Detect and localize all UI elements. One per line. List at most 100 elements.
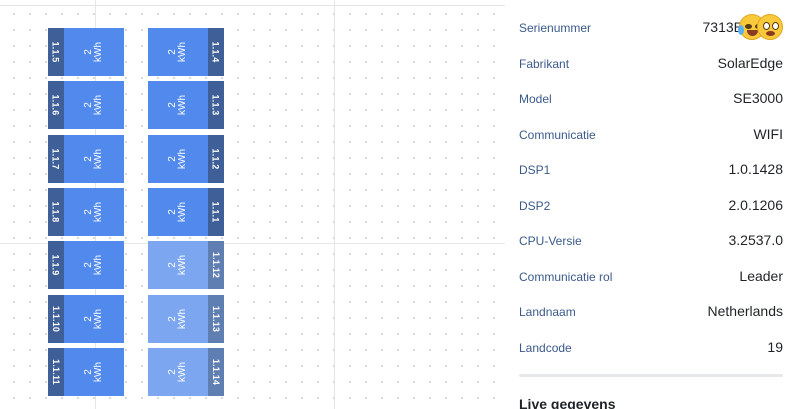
panel-power-label: 2 kWh <box>167 42 188 62</box>
solar-panel-module[interactable]: 2 kWh 1.1.4 <box>148 28 224 76</box>
property-value-wrap: SE3000 <box>733 90 783 108</box>
panel-body: 2 kWh <box>148 241 208 289</box>
panel-id-tag: 1.1.5 <box>48 28 64 76</box>
solar-panel-module[interactable]: 1.1.6 2 kWh <box>48 81 124 129</box>
solar-panel-module[interactable]: 1.1.8 2 kWh <box>48 188 124 236</box>
solar-panel-module[interactable]: 2 kWh 1.1.12 <box>148 241 224 289</box>
panel-power-label: 2 kWh <box>83 309 104 329</box>
panel-body: 2 kWh <box>148 295 208 343</box>
section-divider <box>519 374 783 377</box>
property-value-wrap: 7313B <box>703 14 783 42</box>
solar-panel-module[interactable]: 2 kWh 1.1.14 <box>148 348 224 396</box>
panel-id-label: 1.1.6 <box>51 94 61 116</box>
grid-line <box>334 0 335 409</box>
property-value: SE3000 <box>733 90 783 106</box>
property-row: Communicatie WIFI <box>519 117 783 153</box>
panel-body: 2 kWh <box>148 81 208 129</box>
property-value-wrap: 3.2537.0 <box>729 232 784 250</box>
panel-power-label: 2 kWh <box>83 95 104 115</box>
property-label: Landnaam <box>519 305 576 319</box>
property-row: Fabrikant SolarEdge <box>519 46 783 82</box>
property-value-wrap: 19 <box>767 339 783 357</box>
solar-panel-module[interactable]: 2 kWh 1.1.3 <box>148 81 224 129</box>
property-label: Serienummer <box>519 21 592 35</box>
solar-panel-module[interactable]: 1.1.10 2 kWh <box>48 295 124 343</box>
panel-id-label: 1.1.3 <box>211 94 221 116</box>
panel-power-label: 2 kWh <box>83 255 104 275</box>
panel-id-label: 1.1.11 <box>51 359 62 385</box>
property-row: Communicatie rol Leader <box>519 259 783 295</box>
panel-id-label: 1.1.1 <box>211 201 221 223</box>
panel-id-tag: 1.1.14 <box>208 348 224 396</box>
solar-panel-module[interactable]: 2 kWh 1.1.2 <box>148 135 224 183</box>
panel-power-label: 2 kWh <box>167 149 188 169</box>
panel-power-label: 2 kWh <box>167 362 188 382</box>
property-value: WIFI <box>753 126 783 142</box>
property-value-wrap: 2.0.1206 <box>729 197 784 215</box>
panel-id-tag: 1.1.7 <box>48 135 64 183</box>
panel-id-label: 1.1.12 <box>211 251 222 279</box>
solar-panel-module[interactable]: 1.1.11 2 kWh <box>48 348 124 396</box>
property-label: Communicatie <box>519 128 596 142</box>
solar-panel-module[interactable]: 1.1.5 2 kWh <box>48 28 124 76</box>
panel-id-label: 1.1.2 <box>211 148 221 170</box>
property-value: 19 <box>767 339 783 355</box>
panel-id-tag: 1.1.6 <box>48 81 64 129</box>
panel-power-label: 2 kWh <box>83 42 104 62</box>
panel-id-label: 1.1.4 <box>211 41 221 63</box>
panel-id-label: 1.1.5 <box>51 41 61 63</box>
solar-panel-module[interactable]: 1.1.9 2 kWh <box>48 241 124 289</box>
property-value: 2.0.1206 <box>728 197 784 213</box>
property-label: DSP1 <box>519 163 551 177</box>
property-row: Landcode 19 <box>519 330 783 366</box>
solar-panel-module[interactable]: 2 kWh 1.1.1 <box>148 188 224 236</box>
panel-id-tag: 1.1.1 <box>208 188 224 236</box>
solar-panel-module[interactable]: 2 kWh 1.1.13 <box>148 295 224 343</box>
property-value: 1.0.1428 <box>728 161 784 177</box>
panel-power-label: 2 kWh <box>167 255 188 275</box>
panel-id-tag: 1.1.4 <box>208 28 224 76</box>
panel-layout-canvas[interactable]: 1.1.5 2 kWh 1.1.6 2 kWh 1.1.7 2 kWh 1.1.8 2 kWh… <box>0 0 505 409</box>
panel-id-tag: 1.1.10 <box>48 295 64 343</box>
panel-body: 2 kWh <box>64 241 124 289</box>
panel-body: 2 kWh <box>64 188 124 236</box>
inverter-properties-panel: Serienummer 7313B Fabrikant SolarEdge Model S… <box>505 0 800 409</box>
panel-body: 2 kWh <box>64 348 124 396</box>
solar-panel-module[interactable]: 1.1.7 2 kWh <box>48 135 124 183</box>
grid-line <box>0 243 505 244</box>
property-row: Landnaam Netherlands <box>519 294 783 330</box>
panel-id-tag: 1.1.2 <box>208 135 224 183</box>
panel-id-tag: 1.1.12 <box>208 241 224 289</box>
panel-id-label: 1.1.8 <box>51 201 61 223</box>
grinning-face-emoji-icon <box>757 14 783 40</box>
panel-id-tag: 1.1.9 <box>48 241 64 289</box>
property-value: 3.2537.0 <box>728 232 784 248</box>
panel-body: 2 kWh <box>64 295 124 343</box>
property-value: Netherlands <box>707 303 784 319</box>
panel-body: 2 kWh <box>148 348 208 396</box>
property-label: CPU-Versie <box>519 234 582 248</box>
panel-power-label: 2 kWh <box>167 95 188 115</box>
property-row: DSP1 1.0.1428 <box>519 152 783 188</box>
panel-id-tag: 1.1.11 <box>48 348 64 396</box>
grid-line <box>0 5 505 6</box>
property-value-wrap: 1.0.1428 <box>729 161 784 179</box>
panel-id-tag: 1.1.3 <box>208 81 224 129</box>
panel-body: 2 kWh <box>64 135 124 183</box>
panel-body: 2 kWh <box>64 28 124 76</box>
property-row: CPU-Versie 3.2537.0 <box>519 223 783 259</box>
property-value-wrap: SolarEdge <box>718 55 783 73</box>
panel-power-label: 2 kWh <box>83 149 104 169</box>
property-value-wrap: WIFI <box>753 126 783 144</box>
panel-id-label: 1.1.14 <box>211 358 222 386</box>
property-value: Leader <box>739 268 783 284</box>
property-row: Serienummer 7313B <box>519 10 783 46</box>
property-label: DSP2 <box>519 199 551 213</box>
property-value-wrap: Leader <box>739 268 783 286</box>
panel-id-label: 1.1.10 <box>51 305 62 333</box>
panel-id-label: 1.1.13 <box>211 305 222 333</box>
panel-body: 2 kWh <box>148 135 208 183</box>
panel-body: 2 kWh <box>64 81 124 129</box>
panel-id-label: 1.1.7 <box>51 148 61 170</box>
property-value-wrap: Netherlands <box>708 303 784 321</box>
